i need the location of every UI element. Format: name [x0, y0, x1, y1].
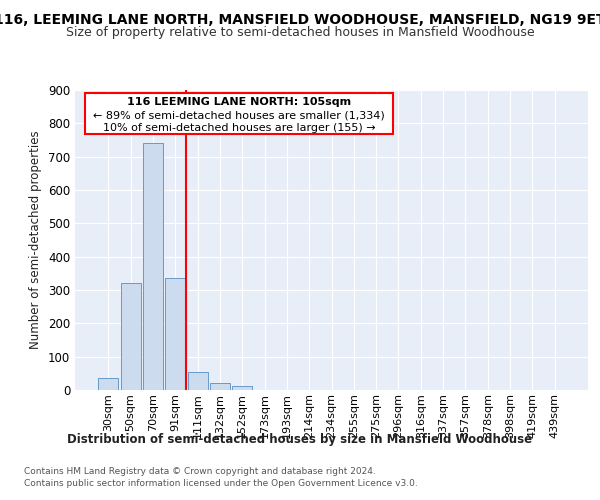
Text: Contains public sector information licensed under the Open Government Licence v3: Contains public sector information licen… — [24, 479, 418, 488]
Bar — [232, 386, 252, 390]
Text: Contains HM Land Registry data © Crown copyright and database right 2024.: Contains HM Land Registry data © Crown c… — [24, 468, 376, 476]
Bar — [98, 378, 118, 390]
Text: ← 89% of semi-detached houses are smaller (1,334): ← 89% of semi-detached houses are smalle… — [93, 110, 385, 120]
Text: 116, LEEMING LANE NORTH, MANSFIELD WOODHOUSE, MANSFIELD, NG19 9ET: 116, LEEMING LANE NORTH, MANSFIELD WOODH… — [0, 12, 600, 26]
Bar — [210, 382, 230, 390]
Text: Distribution of semi-detached houses by size in Mansfield Woodhouse: Distribution of semi-detached houses by … — [67, 432, 533, 446]
Bar — [121, 284, 141, 390]
Bar — [143, 144, 163, 390]
Y-axis label: Number of semi-detached properties: Number of semi-detached properties — [29, 130, 43, 350]
Text: 116 LEEMING LANE NORTH: 105sqm: 116 LEEMING LANE NORTH: 105sqm — [127, 97, 351, 107]
Text: 10% of semi-detached houses are larger (155) →: 10% of semi-detached houses are larger (… — [103, 123, 376, 133]
Bar — [188, 372, 208, 390]
FancyBboxPatch shape — [85, 93, 393, 134]
Bar — [165, 278, 185, 390]
Text: Size of property relative to semi-detached houses in Mansfield Woodhouse: Size of property relative to semi-detach… — [65, 26, 535, 39]
